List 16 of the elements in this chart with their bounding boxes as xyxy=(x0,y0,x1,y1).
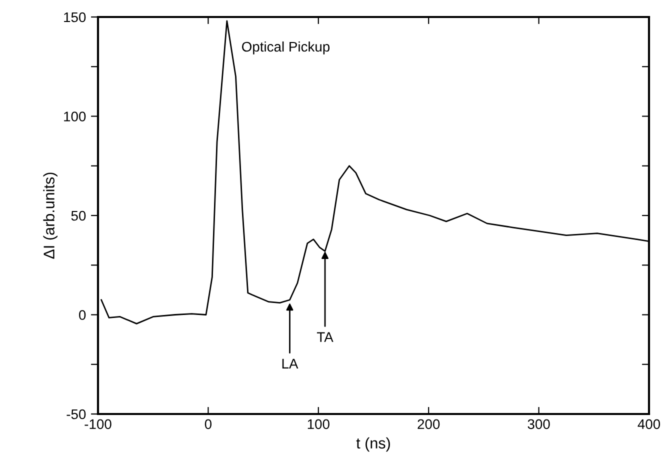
x-tick-label: 0 xyxy=(204,419,212,430)
y-tick-label: 0 xyxy=(79,310,86,320)
y-tick-label: 50 xyxy=(71,210,86,221)
x-tick-label: 300 xyxy=(528,419,550,430)
x-tick-label: 200 xyxy=(418,419,440,430)
x-tick-label: -100 xyxy=(84,419,112,430)
y-tick-label: -50 xyxy=(66,409,86,420)
x-tick-label: 100 xyxy=(308,419,330,430)
y-axis-title: ΔI (arb.units) xyxy=(43,172,58,259)
x-tick-label: 400 xyxy=(638,419,660,430)
annotation: LA xyxy=(282,358,298,368)
y-tick-label: 150 xyxy=(64,12,86,22)
annotation: TA xyxy=(316,332,334,342)
annotation: Optical Pickup xyxy=(242,41,330,54)
x-axis-title: t (ns) xyxy=(356,437,390,452)
y-tick-label: 100 xyxy=(64,112,86,122)
